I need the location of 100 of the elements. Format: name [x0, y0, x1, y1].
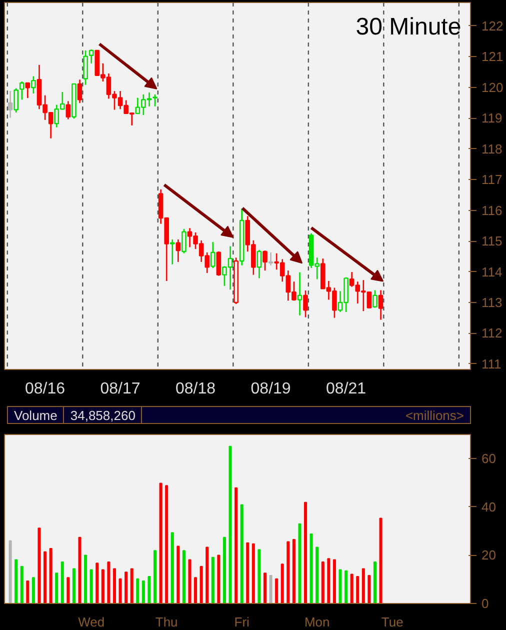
bar — [368, 574, 371, 604]
x-tick-label: Wed — [78, 614, 105, 630]
bar — [292, 539, 296, 604]
bar — [373, 561, 376, 604]
bar — [217, 554, 220, 604]
bar — [338, 569, 342, 604]
bar — [263, 572, 267, 604]
bar — [44, 551, 47, 604]
bar — [258, 549, 261, 604]
candlestick — [378, 290, 384, 320]
candlestick — [77, 79, 82, 104]
bar — [66, 577, 70, 604]
bar — [280, 564, 284, 604]
bar — [350, 574, 354, 604]
y-tick-label: 0 — [482, 596, 489, 611]
bar — [321, 561, 324, 604]
bar — [153, 550, 157, 604]
y-tick-label: 114 — [482, 264, 502, 280]
bar — [269, 574, 272, 604]
bar — [32, 577, 35, 604]
bar — [246, 542, 250, 604]
bar — [14, 559, 18, 604]
bar — [55, 572, 58, 604]
candlestick — [31, 76, 36, 94]
candlestick — [176, 238, 181, 263]
candlestick — [216, 250, 222, 276]
bar — [182, 550, 186, 604]
candlestick — [88, 48, 94, 64]
bar — [49, 548, 52, 604]
candlestick — [83, 50, 88, 86]
x-tick-label: Fri — [234, 614, 250, 630]
bar — [8, 540, 12, 604]
text: <millions> — [404, 407, 465, 423]
candlestick — [210, 241, 216, 269]
x-tick-label: 08/19 — [250, 380, 291, 398]
bar — [176, 546, 180, 604]
candlestick — [262, 250, 268, 272]
y-tick-label: 120 — [482, 80, 504, 95]
y-tick-label: 117 — [482, 172, 502, 188]
bar — [136, 578, 140, 604]
bar — [26, 580, 30, 604]
candlestick — [8, 90, 13, 118]
bar — [234, 487, 238, 604]
bar — [310, 533, 313, 604]
bar — [252, 543, 255, 604]
text: 30 Minute — [356, 14, 462, 41]
x-tick-label: 08/21 — [326, 380, 366, 398]
y-tick-label: 40 — [482, 499, 496, 514]
x-tick-label: Tue — [381, 614, 404, 630]
candlestick — [372, 290, 378, 308]
y-tick-label: 116 — [482, 202, 502, 218]
y-tick-label: 112 — [482, 326, 502, 341]
bar — [344, 570, 348, 604]
bar — [316, 546, 319, 604]
y-tick-label: 118 — [482, 141, 502, 156]
candlestick — [25, 82, 30, 99]
text: 34,858,260 — [64, 407, 142, 423]
bar — [332, 559, 336, 604]
bar — [200, 566, 203, 604]
bar — [222, 536, 226, 604]
bar — [228, 446, 232, 604]
bar — [240, 504, 244, 604]
candlestick — [152, 94, 158, 108]
y-tick-label: 60 — [482, 451, 496, 466]
bar — [84, 554, 88, 604]
bar — [148, 576, 151, 604]
bar — [327, 558, 330, 604]
candlestick — [256, 249, 262, 279]
bar — [206, 546, 209, 604]
candlestick — [182, 228, 186, 254]
bar — [275, 578, 278, 604]
bar — [356, 576, 360, 604]
bar — [298, 523, 302, 604]
x-tick-label: Thu — [155, 614, 178, 630]
chart-title: Volume — [8, 407, 64, 423]
candlestick — [14, 88, 18, 114]
y-tick-label: 115 — [482, 234, 502, 249]
bar — [304, 502, 308, 604]
bar — [20, 566, 24, 604]
bar — [78, 536, 82, 604]
bar — [72, 568, 76, 604]
bar — [362, 568, 365, 604]
bar — [170, 532, 174, 604]
bar — [159, 482, 162, 604]
bar — [90, 569, 93, 604]
candlestick — [303, 290, 308, 318]
bar — [124, 572, 128, 604]
y-tick-label: 20 — [482, 548, 496, 563]
bar — [379, 518, 382, 604]
bar — [107, 561, 110, 604]
bar — [38, 528, 41, 604]
bar — [165, 485, 168, 604]
bar — [194, 577, 198, 604]
candlestick — [297, 272, 302, 316]
x-tick-label: 08/16 — [25, 380, 66, 398]
y-tick-label: 121 — [482, 49, 504, 64]
y-tick-label: 119 — [482, 110, 502, 126]
bar — [96, 562, 99, 604]
bar — [112, 568, 116, 604]
bar — [211, 556, 214, 604]
